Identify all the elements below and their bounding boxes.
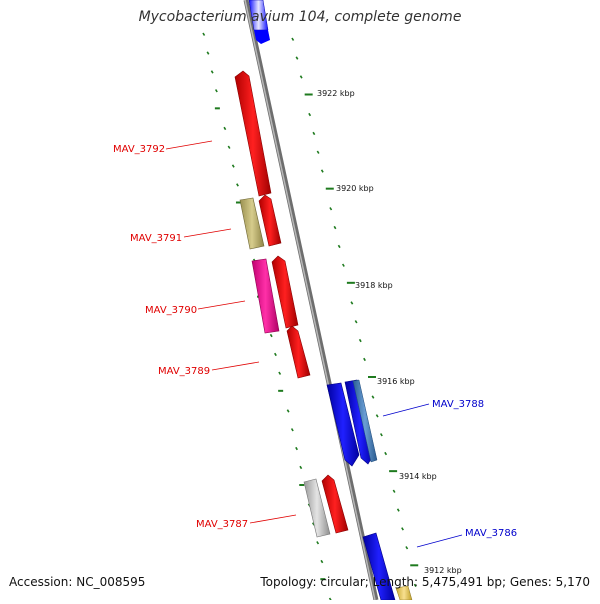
scale-minor-tick — [358, 338, 362, 343]
scale-minor-tick — [206, 51, 210, 55]
scale-minor-tick — [363, 357, 366, 362]
scale-minor-tick — [295, 56, 299, 60]
scale-minor-tick — [401, 527, 404, 531]
scale-minor-tick — [341, 263, 345, 267]
gene-mav-3789[interactable] — [286, 325, 311, 379]
scale-minor-tick — [223, 126, 227, 131]
gene-mav-3787[interactable] — [303, 478, 331, 538]
scale-labels: 3922 kbp 3920 kbp 3918 kbp 3916 kbp 3914… — [317, 89, 462, 575]
scale-minor-tick — [295, 446, 298, 451]
scale-minor-tick — [227, 145, 231, 149]
gene-labels: MAV_3792 MAV_3791 MAV_3790 MAV_3789 MAV_… — [113, 140, 517, 548]
scale-minor-tick — [202, 32, 206, 36]
gene-mav-3790-adjacent[interactable] — [271, 255, 299, 329]
scale-minor-tick — [320, 559, 324, 564]
scale-minor-tick — [333, 225, 337, 230]
scale-minor-tick — [337, 244, 341, 249]
scale-minor-tick — [278, 371, 282, 375]
scale-minor-tick — [308, 112, 312, 117]
scale-label: 3912 kbp — [424, 566, 462, 575]
scale-minor-tick — [396, 508, 400, 512]
scale-minor-tick — [350, 301, 354, 305]
scale-minor-tick — [384, 451, 388, 456]
gene-mav-3790[interactable] — [251, 258, 280, 334]
gene-label-mav-3789[interactable]: MAV_3789 — [158, 366, 210, 377]
gene-mav-3788[interactable] — [326, 379, 378, 467]
scale-minor-tick — [299, 75, 303, 79]
accession-text: Accession: NC_008595 — [9, 575, 146, 589]
map-title: Mycobacterium avium 104, complete genome — [138, 9, 462, 25]
gene-label-mav-3786[interactable]: MAV_3786 — [465, 528, 517, 539]
scale-minor-tick — [392, 489, 396, 493]
scale-minor-tick — [371, 395, 375, 399]
gene-label-mav-3791[interactable]: MAV_3791 — [130, 233, 182, 244]
scale-minor-tick — [320, 169, 324, 173]
scale-minor-tick — [405, 546, 409, 550]
gene-top-partial[interactable] — [248, 0, 270, 44]
scale-minor-tick — [274, 352, 277, 357]
scale-label: 3920 kbp — [336, 184, 374, 193]
scale-label: 3916 kbp — [377, 377, 415, 386]
scale-minor-tick — [286, 409, 290, 413]
scale-minor-tick — [329, 207, 333, 211]
gene-label-mav-3788[interactable]: MAV_3788 — [432, 399, 484, 410]
scale-minor-tick — [316, 150, 320, 154]
scale-label: 3918 kbp — [355, 281, 393, 290]
genome-summary-text: Topology: circular; Length: 5,475,491 bp… — [260, 575, 590, 589]
scale-minor-tick — [316, 541, 320, 545]
scale-minor-tick — [214, 89, 218, 93]
scale-minor-tick — [375, 414, 379, 418]
gene-mav-3791-adjacent[interactable] — [258, 194, 282, 247]
scale-minor-tick — [291, 37, 295, 41]
scale-minor-tick — [236, 183, 239, 187]
gene-label-mav-3787[interactable]: MAV_3787 — [196, 519, 248, 530]
scale-minor-tick — [210, 70, 214, 74]
gene-features — [234, 0, 413, 601]
scale-minor-tick — [354, 320, 358, 324]
scale-tracks — [202, 32, 419, 601]
scale-label: 3914 kbp — [399, 472, 437, 481]
scale-minor-tick — [231, 164, 235, 168]
scale-label: 3922 kbp — [317, 89, 355, 98]
genome-backbone — [243, 0, 379, 601]
scale-minor-tick — [413, 583, 417, 588]
gene-mav-3791[interactable] — [239, 197, 265, 250]
scale-minor-tick — [312, 131, 316, 136]
gene-label-mav-3790[interactable]: MAV_3790 — [145, 305, 197, 316]
scale-minor-tick — [379, 433, 383, 437]
scale-minor-tick — [290, 428, 294, 432]
scale-minor-tick — [269, 333, 273, 338]
gene-mav-3787-adjacent[interactable] — [321, 474, 349, 534]
gene-label-mav-3792[interactable]: MAV_3792 — [113, 144, 165, 155]
scale-minor-tick — [299, 465, 303, 470]
gene-mav-3792[interactable] — [234, 70, 272, 197]
